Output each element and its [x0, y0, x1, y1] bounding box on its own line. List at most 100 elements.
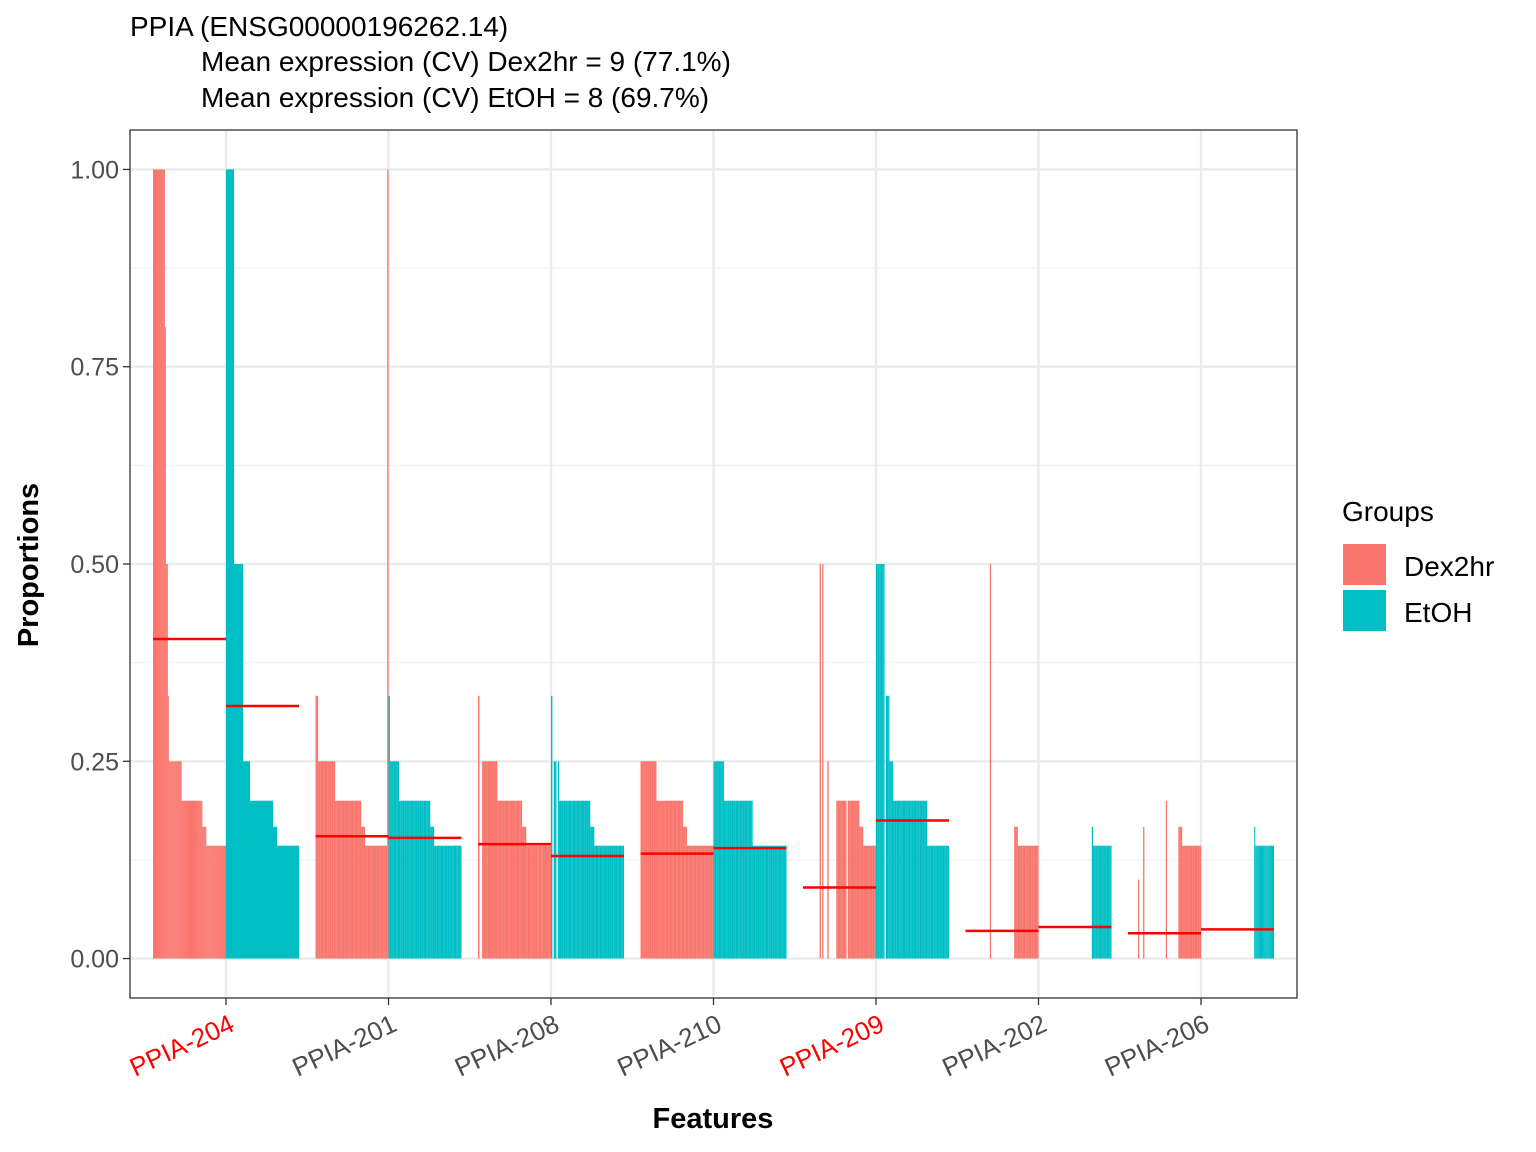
bar-ppia-204-dex2hr [201, 800, 203, 959]
bar-ppia-209-etoh [893, 800, 895, 959]
bar-ppia-210-etoh [739, 800, 741, 959]
y-tick-label: 0.00 [70, 946, 119, 974]
bar-ppia-204-dex2hr [197, 800, 199, 959]
bar-ppia-204-dex2hr [209, 845, 211, 959]
bar-ppia-209-etoh [888, 695, 890, 959]
bar-ppia-204-etoh [244, 761, 246, 959]
bar-ppia-210-dex2hr [660, 800, 662, 959]
bar-ppia-208-dex2hr [498, 800, 501, 959]
bar-ppia-210-dex2hr [705, 845, 707, 959]
bar-ppia-204-dex2hr [223, 845, 225, 959]
bar-ppia-208-etoh [609, 845, 611, 959]
bar-ppia-204-dex2hr [196, 800, 198, 959]
bar-ppia-209-dex2hr [852, 800, 855, 959]
bar-ppia-201-etoh [422, 800, 424, 959]
bar-ppia-208-dex2hr [523, 826, 525, 959]
bar-ppia-201-dex2hr [342, 800, 345, 959]
bar-ppia-208-dex2hr [489, 761, 491, 959]
bar-ppia-209-dex2hr [850, 800, 852, 959]
bar-ppia-204-dex2hr [222, 845, 224, 959]
bar-ppia-209-etoh [901, 800, 903, 959]
bar-ppia-208-etoh [575, 800, 577, 959]
bar-ppia-210-dex2hr [678, 800, 681, 959]
bar-ppia-206-dex2hr [1199, 845, 1202, 959]
bar-ppia-210-etoh [763, 845, 765, 959]
bar-ppia-201-etoh [419, 800, 422, 959]
bar-ppia-201-etoh [438, 845, 440, 959]
bar-ppia-206-etoh [1264, 845, 1266, 959]
legend-label-etoh: EtOH [1404, 597, 1472, 628]
bar-ppia-210-etoh [756, 845, 758, 959]
bar-ppia-201-dex2hr [363, 826, 366, 959]
bar-ppia-210-etoh [729, 800, 731, 959]
bar-ppia-201-etoh [388, 695, 390, 959]
bar-ppia-201-etoh [439, 845, 441, 959]
bar-ppia-209-dex2hr [859, 826, 861, 959]
bar-ppia-208-etoh [621, 845, 623, 959]
bar-ppia-202-dex2hr [1022, 845, 1024, 959]
bar-ppia-206-dex2hr [1180, 826, 1183, 959]
bar-ppia-210-etoh [738, 800, 740, 959]
bar-ppia-208-etoh [602, 845, 604, 959]
bar-ppia-210-etoh [717, 761, 719, 959]
bar-ppia-201-etoh [436, 845, 439, 959]
bar-ppia-208-dex2hr [519, 800, 521, 959]
bar-ppia-201-dex2hr [336, 800, 338, 959]
bar-ppia-201-dex2hr [346, 800, 349, 959]
bar-ppia-202-etoh [1095, 845, 1097, 959]
bar-ppia-206-etoh [1261, 845, 1263, 959]
bar-ppia-204-etoh [281, 845, 283, 959]
bar-ppia-201-etoh [408, 800, 410, 959]
bar-ppia-204-etoh [287, 845, 289, 959]
bar-ppia-204-etoh [262, 800, 264, 959]
bar-ppia-204-dex2hr [172, 761, 174, 959]
bar-ppia-202-dex2hr [1016, 826, 1018, 959]
bar-ppia-204-etoh [279, 845, 281, 959]
bar-ppia-206-dex2hr [1190, 845, 1193, 959]
bar-ppia-204-etoh [252, 800, 254, 959]
bar-ppia-204-etoh [250, 800, 252, 959]
bar-ppia-209-etoh [889, 761, 891, 959]
bar-ppia-206-etoh [1263, 845, 1265, 959]
bar-ppia-209-dex2hr [838, 800, 841, 959]
bar-ppia-204-dex2hr [191, 800, 193, 959]
bar-ppia-210-dex2hr [706, 845, 709, 959]
bar-ppia-209-etoh [946, 845, 948, 959]
bar-ppia-201-dex2hr [387, 169, 389, 959]
bar-ppia-210-etoh [730, 800, 732, 959]
bar-ppia-201-dex2hr [319, 761, 321, 959]
bar-ppia-210-dex2hr [677, 800, 680, 959]
bar-ppia-204-dex2hr [207, 845, 209, 959]
bar-ppia-202-dex2hr [1017, 845, 1020, 959]
bar-ppia-201-dex2hr [352, 800, 354, 959]
bar-ppia-210-etoh [783, 845, 786, 959]
bar-ppia-204-dex2hr [171, 761, 173, 959]
bar-ppia-206-dex2hr [1195, 845, 1198, 959]
bar-ppia-209-etoh [912, 800, 914, 959]
bar-ppia-210-dex2hr [643, 761, 645, 959]
bar-ppia-210-etoh [731, 800, 734, 959]
bar-ppia-210-etoh [718, 761, 721, 959]
bar-ppia-210-dex2hr [657, 800, 660, 959]
bar-ppia-201-etoh [402, 800, 405, 959]
bar-ppia-201-dex2hr [376, 845, 379, 959]
bar-ppia-204-etoh [241, 564, 243, 959]
bar-ppia-210-etoh [773, 845, 775, 959]
bar-ppia-209-etoh [945, 845, 947, 959]
bar-ppia-210-etoh [766, 845, 769, 959]
bar-ppia-204-etoh [269, 800, 271, 959]
bar-ppia-204-etoh [230, 169, 232, 959]
bar-ppia-204-dex2hr [175, 761, 177, 959]
bar-ppia-210-dex2hr [675, 800, 677, 959]
y-tick-label: 0.75 [70, 354, 119, 382]
bar-ppia-204-dex2hr [153, 169, 156, 959]
bar-ppia-208-etoh [599, 845, 602, 959]
bar-ppia-201-etoh [392, 761, 394, 959]
bar-ppia-209-etoh [911, 800, 913, 959]
bar-ppia-208-etoh [573, 800, 576, 959]
bar-ppia-201-etoh [411, 800, 414, 959]
bar-ppia-204-etoh [246, 761, 248, 959]
bar-ppia-204-etoh [274, 826, 276, 959]
bar-ppia-201-etoh [396, 761, 398, 959]
